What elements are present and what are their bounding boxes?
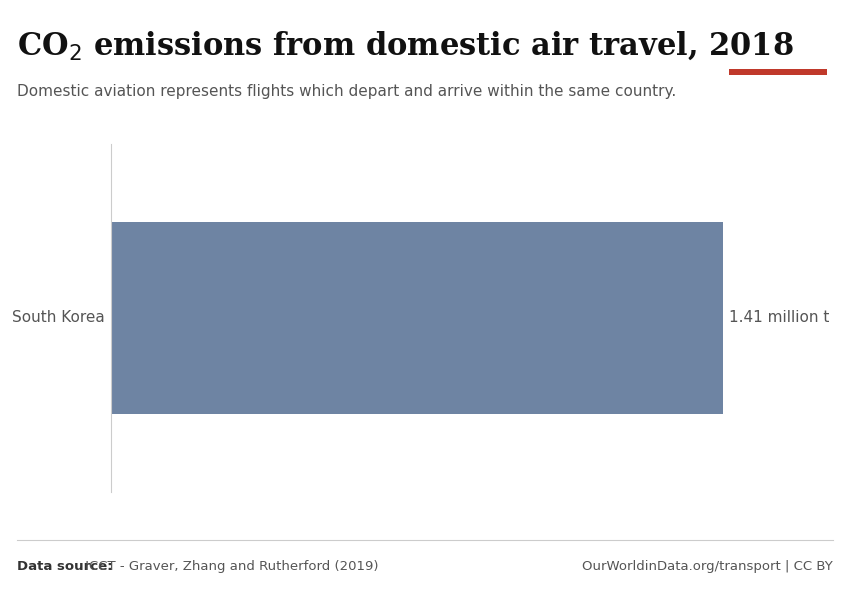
Text: CO$_2$ emissions from domestic air travel, 2018: CO$_2$ emissions from domestic air trave… [17,30,794,62]
Text: Our World: Our World [746,29,810,39]
Text: in Data: in Data [756,49,801,58]
Text: Data source:: Data source: [17,560,112,573]
Bar [729,69,827,75]
Text: ICCT - Graver, Zhang and Rutherford (2019): ICCT - Graver, Zhang and Rutherford (201… [81,560,378,573]
Text: 1.41 million t: 1.41 million t [728,311,829,325]
Text: South Korea: South Korea [12,311,105,325]
Bar [110,222,722,414]
Text: Domestic aviation represents flights which depart and arrive within the same cou: Domestic aviation represents flights whi… [17,84,677,99]
Text: OurWorldinData.org/transport | CC BY: OurWorldinData.org/transport | CC BY [582,560,833,573]
